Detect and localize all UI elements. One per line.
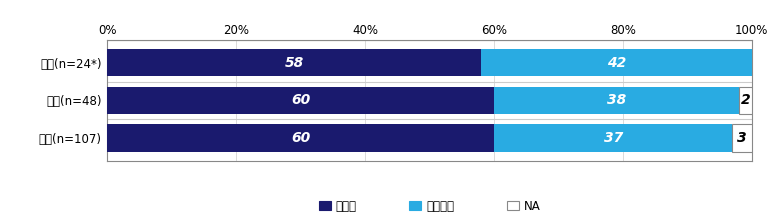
Bar [494,124,732,152]
Text: 60: 60 [291,93,311,107]
Text: 60: 60 [291,131,311,145]
Bar [732,124,752,152]
Legend: あった, なかった, NA: あった, なかった, NA [314,195,545,217]
Text: 42: 42 [607,56,626,70]
Text: 3: 3 [737,131,747,145]
Text: 2: 2 [740,93,750,107]
Text: 38: 38 [607,93,626,107]
Bar [739,87,752,114]
Text: 37: 37 [604,131,623,145]
Bar [107,87,494,114]
Bar [494,87,739,114]
Text: 58: 58 [285,56,304,70]
Bar [107,124,494,152]
Bar [107,49,481,76]
Bar [481,49,752,76]
